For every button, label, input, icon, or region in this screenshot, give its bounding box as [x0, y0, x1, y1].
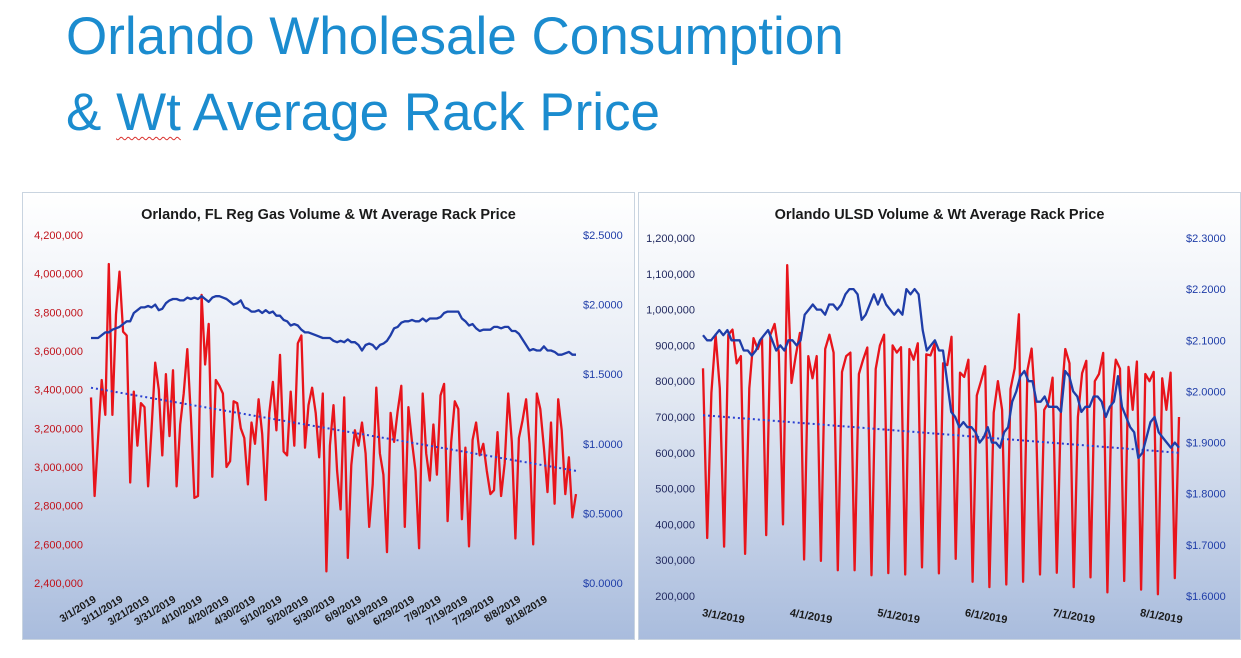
y-left-tick-label: 900,000 — [655, 340, 695, 352]
y-left-tick-label: 3,200,000 — [34, 423, 83, 435]
y-left-tick-label: 4,000,000 — [34, 269, 83, 281]
y-left-tick-label: 1,000,000 — [646, 305, 695, 317]
y-left-tick-label: 1,100,000 — [646, 269, 695, 281]
chart-title: Orlando ULSD Volume & Wt Average Rack Pr… — [775, 207, 1105, 223]
slide-title-line-1: Orlando Wholesale Consumption — [66, 7, 844, 66]
y-left-tick-label: 3,000,000 — [34, 462, 83, 474]
y-right-tick-label: $0.5000 — [583, 508, 623, 520]
y-left-tick-label: 3,600,000 — [34, 346, 83, 358]
y-left-tick-label: 4,200,000 — [34, 230, 83, 242]
y-left-tick-label: 2,800,000 — [34, 501, 83, 513]
y-right-tick-label: $1.8000 — [1186, 489, 1226, 501]
title-prefix: & — [66, 83, 117, 142]
y-left-tick-label: 300,000 — [655, 555, 695, 567]
y-left-tick-label: 700,000 — [655, 412, 695, 424]
y-right-tick-label: $2.1000 — [1186, 335, 1226, 347]
spellcheck-flagged-word: Wt — [116, 83, 181, 142]
y-left-tick-label: 1,200,000 — [646, 233, 695, 245]
y-right-tick-label: $1.0000 — [583, 439, 623, 451]
y-left-tick-label: 200,000 — [655, 591, 695, 603]
chart-title: Orlando, FL Reg Gas Volume & Wt Average … — [141, 207, 516, 223]
trend-line — [90, 386, 577, 472]
y-right-tick-label: $2.5000 — [583, 230, 623, 242]
gas-chart-panel: Orlando, FL Reg Gas Volume & Wt Average … — [22, 192, 635, 640]
y-left-tick-label: 2,600,000 — [34, 539, 83, 551]
price-series-line — [91, 295, 576, 356]
title-rest: Average Rack Price — [180, 83, 661, 142]
y-left-tick-label: 2,400,000 — [34, 578, 83, 590]
ulsd-volume-price-chart: Orlando ULSD Volume & Wt Average Rack Pr… — [639, 193, 1240, 639]
y-right-tick-label: $1.5000 — [583, 369, 623, 381]
y-right-tick-label: $0.0000 — [583, 578, 623, 590]
y-left-tick-label: 3,800,000 — [34, 307, 83, 319]
volume-series-line — [89, 262, 578, 573]
slide-title-line-2: & Wt Average Rack Price — [66, 86, 660, 139]
volume-series-line — [701, 264, 1181, 596]
y-left-tick-label: 500,000 — [655, 484, 695, 496]
y-right-tick-label: $2.3000 — [1186, 233, 1226, 245]
y-right-tick-label: $1.6000 — [1186, 591, 1226, 603]
y-right-tick-label: $2.0000 — [583, 300, 623, 312]
y-right-tick-label: $2.2000 — [1186, 284, 1226, 296]
y-left-tick-label: 3,400,000 — [34, 385, 83, 397]
price-series-line — [702, 287, 1180, 460]
y-right-tick-label: $1.9000 — [1186, 438, 1226, 450]
y-left-tick-label: 400,000 — [655, 519, 695, 531]
gas-volume-price-chart: Orlando, FL Reg Gas Volume & Wt Average … — [23, 193, 634, 639]
y-left-tick-label: 800,000 — [655, 376, 695, 388]
y-left-tick-label: 600,000 — [655, 448, 695, 460]
ulsd-chart-panel: Orlando ULSD Volume & Wt Average Rack Pr… — [638, 192, 1241, 640]
y-right-tick-label: $1.7000 — [1186, 540, 1226, 552]
y-right-tick-label: $2.0000 — [1186, 386, 1226, 398]
chart-background — [23, 193, 634, 639]
